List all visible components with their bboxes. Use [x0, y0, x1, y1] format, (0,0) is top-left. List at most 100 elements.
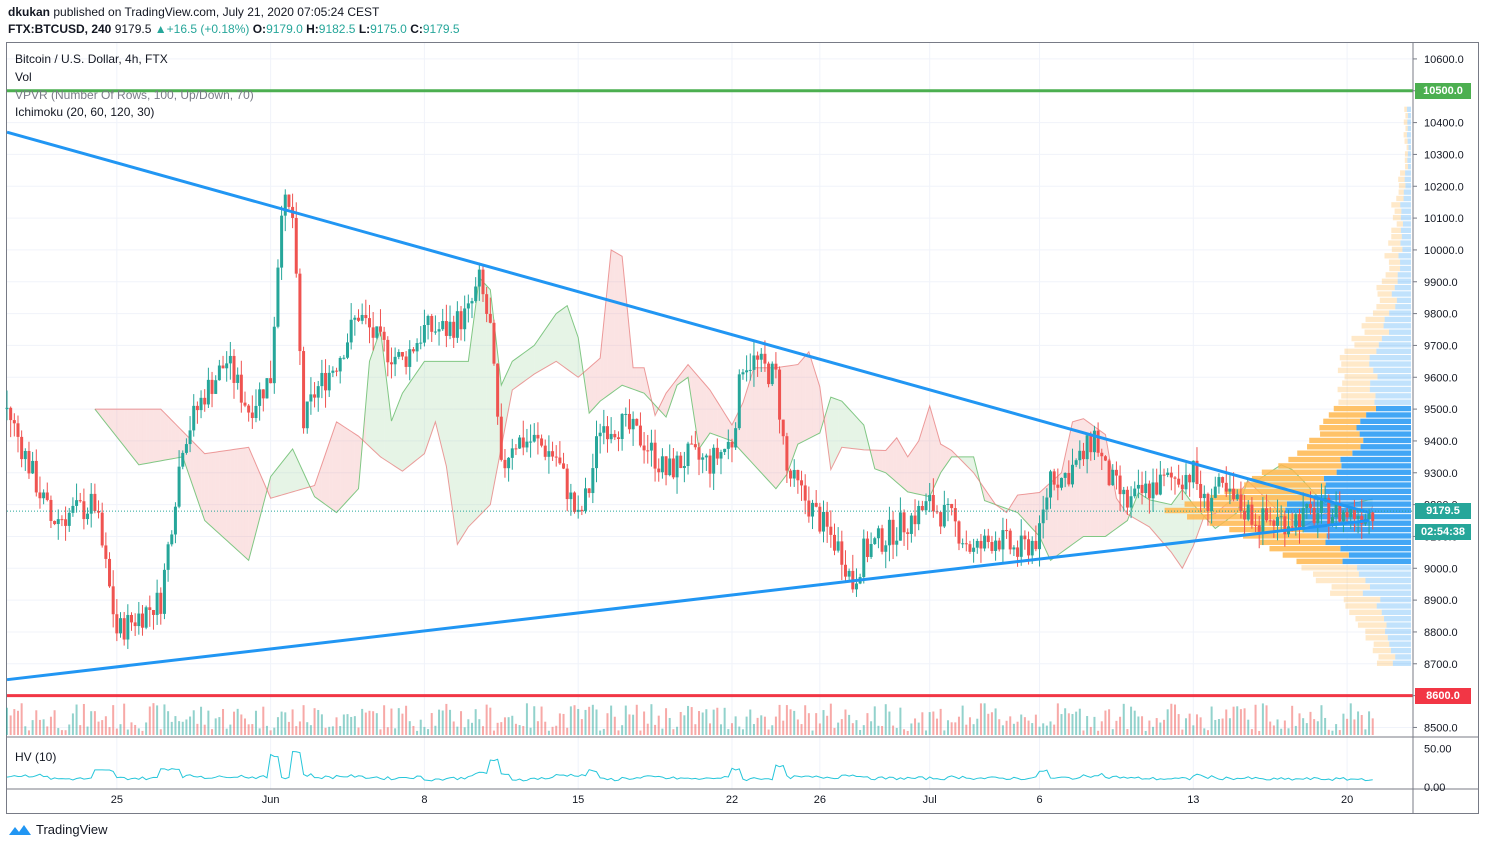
kumo-segment: [223, 450, 227, 541]
candle-body: [477, 269, 481, 287]
trendline[interactable]: [6, 130, 1370, 515]
kumo-segment: [105, 409, 110, 428]
hv-tick-label: 50.00: [1424, 744, 1452, 756]
kumo-segment: [585, 367, 590, 414]
kumo-segment: [574, 326, 579, 378]
vp-row-up: [1408, 144, 1411, 151]
grid-lines: [7, 43, 1413, 789]
candle-body: [1140, 484, 1144, 494]
candle-body: [1323, 497, 1327, 500]
volume-bar: [1097, 730, 1100, 735]
candle-body: [496, 363, 500, 417]
volume-bar: [650, 704, 653, 735]
volume-bar: [247, 724, 250, 735]
candle-body: [789, 470, 793, 479]
candle-body: [887, 519, 891, 546]
candle-body: [1305, 504, 1309, 509]
volume-bar: [1254, 704, 1257, 735]
volume-bar: [192, 710, 195, 735]
candle-body: [657, 468, 661, 473]
volume-bar: [709, 723, 711, 735]
candle-body: [587, 488, 591, 494]
kumo-segment: [962, 456, 967, 466]
vp-row-up: [1358, 571, 1411, 577]
volume-profile: [1164, 106, 1411, 666]
volume-bar: [730, 723, 733, 735]
symbol-line: FTX:BTCUSD, 240 9179.5 ▲+16.5 (+0.18%) O…: [8, 22, 460, 36]
kumo-segment: [841, 401, 846, 448]
candle-body: [540, 438, 544, 446]
ichimoku-legend[interactable]: Ichimoku (20, 60, 120, 30): [15, 105, 155, 119]
chart-title: Bitcoin / U.S. Dollar, 4h, FTX: [15, 52, 168, 66]
volume-bar: [870, 721, 873, 735]
volume-bar: [474, 709, 477, 735]
drawing-lines: [6, 89, 1413, 698]
volume-bar: [1313, 719, 1316, 735]
kumo-segment: [288, 448, 293, 493]
volume-bar: [167, 711, 170, 735]
volume-bar: [1060, 714, 1063, 735]
candle-body: [1246, 504, 1250, 520]
candle-body: [386, 339, 390, 363]
publisher-name[interactable]: dkukan: [8, 5, 51, 19]
volume-bar: [635, 704, 638, 735]
candle-body: [38, 492, 42, 499]
volume-bar: [390, 708, 393, 735]
candle-body: [371, 327, 375, 338]
volume-bar: [1067, 713, 1070, 735]
hv-legend[interactable]: HV (10): [15, 750, 57, 764]
volume-bar: [60, 730, 63, 735]
volume-bar: [939, 708, 942, 735]
candle-body: [1078, 450, 1082, 461]
volume-bar: [1130, 706, 1133, 735]
volume-bar: [1221, 718, 1224, 735]
vol-legend[interactable]: Vol: [15, 70, 32, 84]
volume-bar: [972, 724, 975, 735]
y-tick-label: 9000.0: [1424, 563, 1458, 575]
volume-bar: [752, 724, 755, 735]
volume-bar: [317, 709, 320, 735]
chart-frame[interactable]: [6, 42, 1479, 814]
candle-body: [397, 352, 401, 357]
vp-row-down: [1379, 297, 1397, 304]
volume-bar: [1258, 730, 1261, 735]
candle-body: [210, 379, 214, 394]
volume-bar: [295, 726, 298, 735]
volume-bar: [31, 720, 34, 735]
volume-bar: [86, 726, 89, 735]
kumo-segment: [446, 361, 451, 493]
kumo-segment: [1068, 421, 1073, 548]
ichimoku-cloud: [94, 249, 1374, 570]
candle-body: [1136, 484, 1140, 489]
vp-row-up: [1400, 265, 1411, 272]
volume-bar: [778, 704, 781, 735]
candle-body: [327, 372, 331, 391]
candle-body: [1162, 474, 1166, 476]
tradingview-logo[interactable]: TradingView: [8, 822, 108, 837]
candle-body: [1188, 474, 1192, 483]
kumo-segment: [896, 437, 901, 486]
kumo-segment: [398, 393, 403, 472]
volume-bar: [141, 730, 144, 735]
candle-body: [1034, 540, 1038, 550]
kumo-segment: [849, 409, 853, 449]
candle-body: [1268, 520, 1272, 522]
candle-body: [173, 506, 177, 535]
candle-body: [305, 401, 309, 429]
vp-row-down: [1404, 138, 1408, 144]
kumo-segment: [878, 450, 883, 472]
candle-body: [27, 450, 31, 474]
y-tick-label: 8900.0: [1424, 595, 1458, 607]
kumo-segment: [926, 405, 930, 497]
kumo-segment: [409, 377, 414, 466]
candle-body: [616, 437, 620, 440]
volume-bar: [408, 721, 411, 735]
vp-row-up: [1365, 577, 1411, 584]
trendline[interactable]: [6, 519, 1370, 682]
vp-row-down: [1351, 335, 1382, 342]
vpvr-legend[interactable]: VPVR (Number Of Rows, 100, Up/Down, 70): [15, 88, 254, 102]
volume-bar: [1177, 714, 1180, 735]
volume-bar: [1368, 711, 1371, 735]
candle-body: [1334, 503, 1338, 518]
